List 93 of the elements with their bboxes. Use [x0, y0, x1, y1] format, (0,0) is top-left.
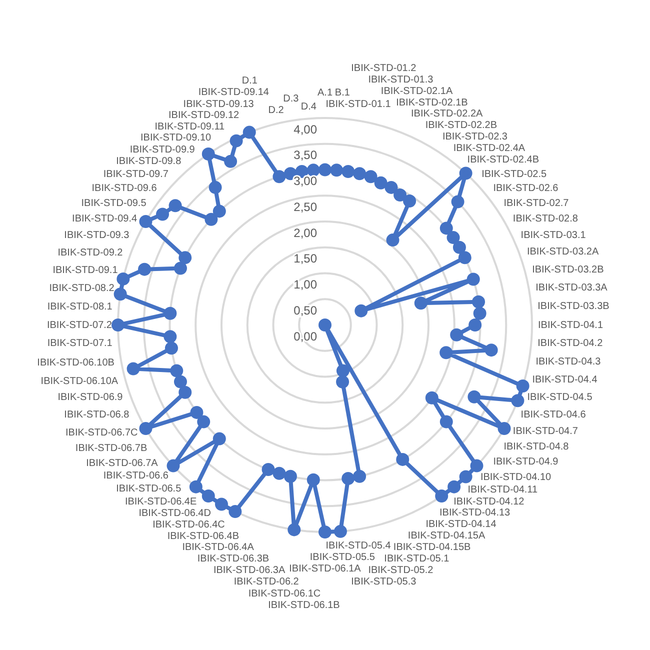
- spoke-label: IBIK-STD-04.5: [527, 392, 593, 404]
- spoke-label: IBIK-STD-05.4: [326, 540, 392, 552]
- y-tick-label: 1,50: [294, 252, 318, 266]
- spoke-label: IBIK-STD-09.1: [52, 265, 118, 276]
- spoke-label: IBIK-STD-04.10: [480, 472, 552, 483]
- spoke-label: IBIK-STD-06.8: [64, 409, 130, 420]
- spoke-label: IBIK-STD-05.3: [351, 576, 417, 588]
- spoke-label: IBIK-STD-09.2: [58, 247, 124, 258]
- spoke-label: B.1: [334, 87, 350, 98]
- spoke-label: IBIK-STD-06.7A: [86, 458, 158, 470]
- spoke-label: IBIK-STD-06.4A: [182, 542, 254, 553]
- spoke-label: D.2: [268, 105, 284, 116]
- spoke-label: IBIK-STD-06.10A: [40, 376, 118, 387]
- spoke-label: IBIK-STD-06.1A: [289, 563, 362, 574]
- spoke-label: IBIK-STD-01.1: [326, 98, 392, 110]
- spoke-label: D.4: [300, 101, 317, 112]
- spoke-label: IBIK-STD-09.10: [140, 132, 212, 144]
- y-tick-label: 0,50: [294, 303, 318, 318]
- spoke-label: IBIK-STD-02.7: [504, 198, 570, 209]
- spoke-label: IBIK-STD-01.3: [368, 74, 434, 86]
- spoke-label: IBIK-STD-03.2A: [526, 246, 599, 258]
- spoke-label: IBIK-STD-03.1: [520, 230, 586, 242]
- spoke-label: IBIK-STD-02.2B: [425, 120, 498, 132]
- spoke-label: IBIK-STD-04.15A: [408, 530, 486, 542]
- spoke-label: IBIK-STD-02.4A: [453, 142, 526, 154]
- spoke-label: IBIK-STD-03.3A: [536, 282, 608, 294]
- spoke-label: IBIK-STD-03.3B: [538, 301, 610, 312]
- spoke-label: IBIK-STD-09.14: [198, 87, 270, 98]
- spoke-label: IBIK-STD-02.4B: [467, 154, 540, 166]
- spoke-label: IBIK-STD-09.5: [81, 198, 147, 209]
- y-tick-label: 1,00: [294, 278, 318, 292]
- y-tick-label: 2,00: [294, 226, 318, 240]
- spoke-label: IBIK-STD-04.15B: [393, 542, 471, 554]
- spoke-label: IBIK-STD-06.7C: [66, 427, 138, 438]
- spoke-label: IBIK-STD-04.13: [440, 508, 511, 519]
- spoke-label: IBIK-STD-04.12: [454, 496, 525, 508]
- y-tick-label: 3,00: [294, 174, 318, 188]
- spoke-label: IBIK-STD-02.2A: [410, 108, 484, 120]
- spoke-label: IBIK-STD-02.5: [482, 168, 548, 180]
- spoke-label: IBIK-STD-06.2: [234, 576, 300, 588]
- spoke-label: IBIK-STD-09.4: [72, 214, 138, 225]
- spoke-label: IBIK-STD-04.8: [504, 442, 570, 453]
- spoke-label: IBIK-STD-02.1B: [396, 98, 468, 109]
- spoke-label: IBIK-STD-02.1A: [380, 86, 453, 97]
- spoke-label: IBIK-STD-08.2: [49, 283, 115, 294]
- spoke-label: IBIK-STD-07.1: [47, 338, 113, 350]
- spoke-label: IBIK-STD-06.4B: [167, 530, 240, 542]
- spoke-label: IBIK-STD-04.11: [468, 484, 538, 496]
- spoke-label: IBIK-STD-09.6: [92, 182, 158, 194]
- y-tick-label: 4,00: [294, 122, 318, 136]
- spoke-label: D.3: [283, 94, 300, 105]
- spoke-label: IBIK-STD-04.2: [538, 338, 604, 350]
- spoke-label: IBIK-STD-09.9: [130, 144, 196, 156]
- spoke-label: IBIK-STD-04.4: [532, 374, 598, 386]
- spoke-label: IBIK-STD-04.9: [493, 456, 559, 468]
- spoke-label: IBIK-STD-03.2B: [532, 264, 604, 276]
- spoke-label: IBIK-STD-09.7: [103, 168, 169, 180]
- spoke-label: IBIK-STD-02.6: [493, 182, 559, 194]
- spoke-label: IBIK-STD-06.4C: [152, 520, 225, 531]
- spoke-label: IBIK-STD-06.3A: [213, 565, 286, 576]
- y-tick-label: 3,50: [294, 148, 318, 162]
- spoke-label: IBIK-STD-06.3B: [197, 554, 270, 565]
- y-tick-label: 0,00: [294, 329, 318, 344]
- spoke-label: IBIK-STD-02.8: [512, 214, 578, 225]
- spoke-label: IBIK-STD-06.4E: [124, 496, 197, 508]
- spoke-label: IBIK-STD-09.11: [154, 121, 226, 132]
- spoke-label: D.1: [242, 76, 258, 87]
- spoke-label: IBIK-STD-06.9: [58, 392, 124, 404]
- spoke-label: IBIK-STD-06.7B: [75, 443, 148, 454]
- spoke-label: IBIK-STD-04.6: [520, 409, 586, 420]
- spoke-label: IBIK-STD-06.1C: [248, 588, 321, 600]
- spoke-label: IBIK-STD-02.3: [442, 132, 508, 143]
- spoke-label: IBIK-STD-06.5: [116, 483, 182, 494]
- y-tick-label: 2,50: [294, 200, 318, 214]
- spoke-label: IBIK-STD-05.1: [384, 553, 450, 564]
- spoke-label: IBIK-STD-05.2: [368, 565, 434, 576]
- spoke-label: IBIK-STD-08.1: [47, 301, 113, 312]
- spoke-label: IBIK-STD-04.3: [536, 356, 602, 368]
- spoke-label: IBIK-STD-09.8: [116, 156, 182, 168]
- spoke-label: A.1: [317, 87, 333, 98]
- spoke-label: IBIK-STD-01.2: [351, 62, 417, 74]
- spoke-label: IBIK-STD-05.5: [310, 552, 376, 564]
- spoke-label: IBIK-STD-06.10B: [37, 357, 115, 368]
- spoke-label: IBIK-STD-09.12: [168, 110, 240, 121]
- spoke-label: IBIK-STD-04.7: [512, 426, 578, 437]
- spoke-label: IBIK-STD-04.14: [426, 519, 497, 530]
- spoke-label: IBIK-STD-09.3: [64, 230, 130, 242]
- spoke-label: IBIK-STD-04.1: [538, 320, 604, 331]
- spoke-label: IBIK-STD-07.2: [46, 320, 112, 331]
- spoke-label: IBIK-STD-06.6: [103, 470, 169, 482]
- spoke-label: IBIK-STD-06.4D: [138, 508, 211, 520]
- spoke-label: IBIK-STD-09.13: [183, 98, 254, 110]
- spoke-label: IBIK-STD-06.1B: [268, 600, 340, 612]
